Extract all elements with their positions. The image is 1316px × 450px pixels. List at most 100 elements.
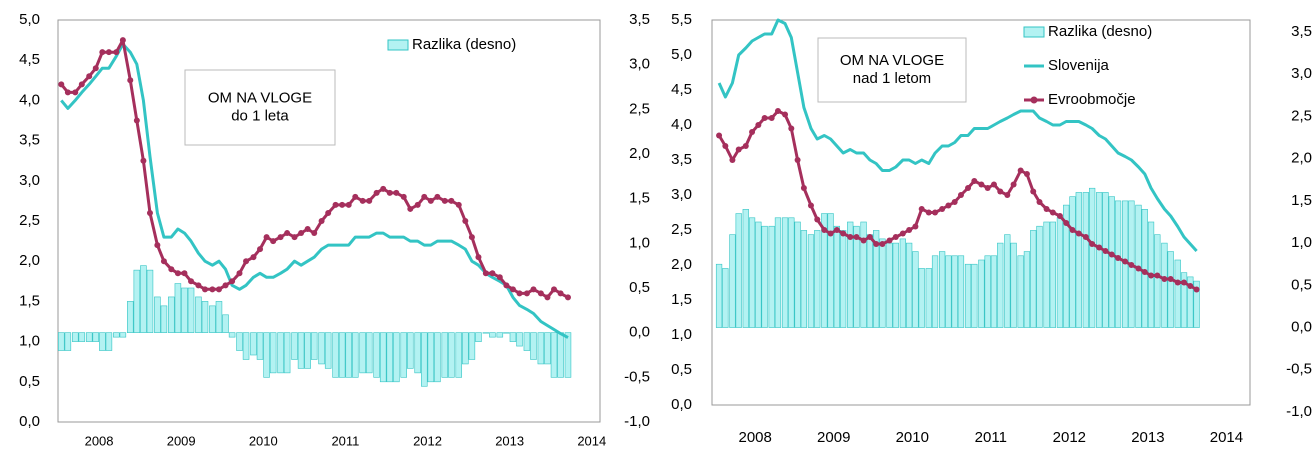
bar [1056, 217, 1064, 328]
point [945, 202, 952, 209]
bar [127, 301, 134, 333]
bar [530, 332, 537, 360]
point [427, 197, 434, 204]
y-tick-label: 5,5 [671, 11, 692, 28]
bar [379, 332, 387, 383]
bar [448, 332, 455, 378]
bar [373, 332, 380, 378]
point [939, 206, 946, 212]
point [441, 197, 448, 204]
annotation-box [817, 37, 967, 103]
point [821, 227, 828, 233]
point [722, 143, 729, 149]
y-tick-label: 1,0 [19, 333, 40, 350]
bar [455, 332, 463, 378]
annotation: OM NA VLOGE [840, 52, 944, 69]
bar [352, 332, 359, 378]
bar [407, 332, 414, 369]
point [951, 199, 958, 205]
point [912, 223, 919, 230]
bar [414, 332, 421, 374]
bar [990, 255, 998, 328]
y2-tick-label: 3,5 [1291, 23, 1312, 40]
point [209, 286, 216, 293]
point [284, 230, 291, 237]
legend-label: Razlika (desno) [412, 36, 516, 53]
bar [1017, 255, 1024, 328]
y-tick-label: 2,0 [671, 256, 692, 273]
bar [475, 332, 482, 342]
y-tick-label: 1,5 [671, 291, 692, 308]
bar [1069, 196, 1076, 328]
point [782, 111, 789, 118]
bar [105, 332, 113, 351]
line [717, 18, 1198, 253]
bar [263, 332, 270, 378]
legend-marker [1030, 96, 1038, 104]
bar [788, 217, 795, 328]
point [564, 294, 571, 301]
point [352, 193, 359, 200]
y2-tick-label: 2,5 [629, 100, 650, 117]
bar [807, 234, 815, 328]
bar [236, 332, 243, 351]
point [373, 189, 380, 196]
bar [242, 332, 250, 360]
y-tick-label: 3,0 [671, 186, 692, 203]
bar [1096, 192, 1103, 328]
bar [332, 332, 339, 378]
point [925, 209, 932, 216]
bar [195, 296, 202, 333]
y2-tick-label: 1,0 [1291, 234, 1312, 251]
x-tick-label: 2013 [1131, 429, 1164, 446]
point [380, 185, 387, 192]
point [840, 230, 847, 237]
point [1108, 251, 1115, 258]
bar [1108, 196, 1115, 328]
y-tick-label: 0,0 [19, 413, 40, 430]
bar [564, 332, 572, 378]
point [1096, 244, 1103, 251]
point [160, 258, 167, 265]
y2-tick-label: 0,5 [629, 279, 650, 296]
point [154, 242, 161, 249]
point [997, 188, 1004, 195]
point [1122, 258, 1129, 265]
point [105, 49, 112, 56]
bar [984, 255, 991, 328]
y-tick-label: 3,0 [19, 172, 40, 189]
point [188, 278, 195, 285]
bar [400, 332, 407, 378]
bar [338, 332, 346, 378]
point [800, 185, 807, 191]
bar [310, 332, 318, 360]
y2-tick-label: 0,0 [629, 324, 650, 341]
bar [119, 332, 127, 338]
y2-tick-label: 2,5 [1291, 107, 1312, 124]
y-tick-label: 2,5 [671, 221, 692, 238]
bar [1174, 259, 1181, 328]
x-tick-label: 2009 [167, 433, 196, 448]
bar [154, 296, 161, 333]
y-tick-label: 3,5 [671, 151, 692, 168]
point [1102, 248, 1109, 254]
bar [951, 255, 958, 328]
y-tick-label: 2,0 [19, 252, 40, 269]
point [749, 129, 756, 135]
bar [386, 332, 394, 383]
point [215, 286, 222, 293]
point [847, 234, 854, 240]
bar [860, 221, 867, 328]
point [1043, 206, 1050, 212]
bar [318, 332, 325, 365]
point [833, 227, 840, 233]
x-tick-label: 2010 [249, 433, 278, 448]
x-tick-label: 2008 [739, 429, 772, 446]
point [551, 286, 558, 293]
point [827, 230, 834, 237]
y-tick-label: 1,5 [19, 292, 40, 309]
point [99, 49, 106, 56]
bar [277, 332, 284, 374]
legend-swatch [1023, 26, 1045, 38]
point [729, 157, 736, 163]
